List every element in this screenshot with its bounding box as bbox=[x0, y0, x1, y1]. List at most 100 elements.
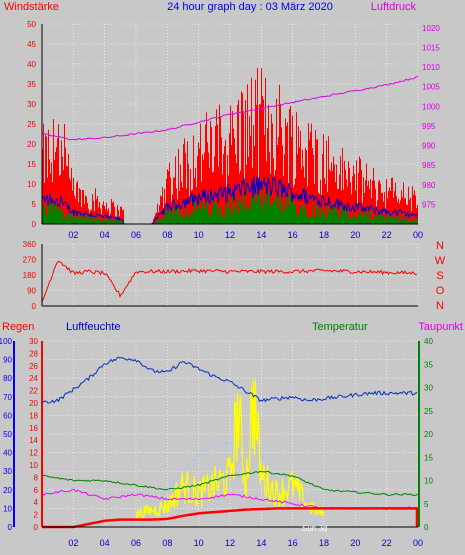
wind-pressure-panel: 0510152025303540455097598098599099510001… bbox=[27, 20, 440, 240]
pressure-tick-label: 990 bbox=[422, 142, 436, 151]
humidity-tick-label: 20 bbox=[3, 486, 12, 495]
pressure-tick-label: 1015 bbox=[422, 44, 440, 53]
temperature-tick-label: 10 bbox=[424, 477, 433, 486]
wind-tick-label: 50 bbox=[27, 20, 36, 29]
time-tick-label: 04 bbox=[100, 538, 110, 548]
pressure-tick-label: 1010 bbox=[422, 63, 440, 72]
time-tick-label: 20 bbox=[350, 538, 360, 548]
temperature-tick-label: 15 bbox=[424, 453, 433, 462]
time-tick-label: 22 bbox=[382, 538, 392, 548]
rain-tick-label: 18 bbox=[29, 411, 38, 420]
time-tick-label: 14 bbox=[256, 538, 266, 548]
direction-tick-label: 90 bbox=[27, 287, 36, 296]
compass-label: N bbox=[436, 240, 444, 252]
pressure-tick-label: 995 bbox=[422, 122, 436, 131]
direction-tick-label: 360 bbox=[23, 240, 37, 249]
humidity-tick-label: 80 bbox=[3, 374, 12, 383]
rain-tick-label: 20 bbox=[29, 399, 38, 408]
green-bars bbox=[42, 188, 418, 224]
humidity-tick-label: 0 bbox=[8, 523, 13, 532]
wind-tick-label: 25 bbox=[27, 120, 36, 129]
time-tick-label: 18 bbox=[319, 230, 329, 240]
temperature-tick-label: 5 bbox=[424, 500, 429, 509]
dewpoint-label: Taupunkt bbox=[418, 321, 463, 333]
rain-tick-label: 16 bbox=[29, 424, 38, 433]
time-tick-label: 02 bbox=[68, 538, 78, 548]
time-tick-label: 12 bbox=[225, 538, 235, 548]
rain-tick-label: 26 bbox=[29, 362, 38, 371]
header-left-label: Windstärke bbox=[4, 1, 59, 13]
time-tick-label: 10 bbox=[194, 538, 204, 548]
humidity-tick-label: 60 bbox=[3, 411, 12, 420]
rain-tick-label: 28 bbox=[29, 349, 38, 358]
rain-line bbox=[42, 507, 418, 529]
humidity-tick-label: 70 bbox=[3, 393, 12, 402]
direction-tick-label: 180 bbox=[23, 271, 37, 280]
temperature-tick-label: 40 bbox=[424, 337, 433, 346]
humidity-label: Luftfeuchte bbox=[66, 321, 120, 333]
pressure-tick-label: 1000 bbox=[422, 102, 440, 111]
wind-tick-label: 45 bbox=[27, 40, 36, 49]
sunrise-marker-label: Sun 3d bbox=[302, 524, 327, 533]
wind-tick-label: 35 bbox=[27, 80, 36, 89]
theoretical-solar-line bbox=[140, 442, 320, 528]
time-tick-label: 04 bbox=[100, 230, 110, 240]
humidity-tick-label: 100 bbox=[0, 337, 13, 346]
time-tick-label: 10 bbox=[194, 230, 204, 240]
rain-tick-label: 14 bbox=[29, 436, 38, 445]
pressure-line bbox=[41, 75, 419, 141]
temperature-tick-label: 30 bbox=[424, 384, 433, 393]
compass-label: O bbox=[436, 285, 445, 297]
time-tick-label: 18 bbox=[319, 538, 329, 548]
time-tick-label: 06 bbox=[131, 538, 141, 548]
compass-label: N bbox=[436, 300, 444, 312]
wind-tick-label: 15 bbox=[27, 160, 36, 169]
time-tick-label: 08 bbox=[162, 538, 172, 548]
direction-tick-label: 270 bbox=[23, 256, 37, 265]
rain-tick-label: 0 bbox=[34, 523, 39, 532]
time-tick-label: 08 bbox=[162, 230, 172, 240]
solar-line bbox=[135, 379, 324, 521]
direction-tick-label: 0 bbox=[32, 302, 37, 311]
time-tick-label: 00 bbox=[413, 538, 423, 548]
wind-tick-label: 10 bbox=[27, 180, 36, 189]
humidity-tick-label: 10 bbox=[3, 504, 12, 513]
rain-tick-label: 12 bbox=[29, 449, 38, 458]
rain-tick-label: 24 bbox=[29, 374, 38, 383]
wind-tick-label: 30 bbox=[27, 100, 36, 109]
average-wind-line bbox=[41, 175, 418, 225]
rain-tick-label: 4 bbox=[34, 498, 39, 507]
temperature-tick-label: 25 bbox=[424, 407, 433, 416]
time-tick-label: 00 bbox=[413, 230, 423, 240]
pressure-tick-label: 975 bbox=[422, 200, 436, 209]
pressure-tick-label: 980 bbox=[422, 181, 436, 190]
time-tick-label: 06 bbox=[131, 230, 141, 240]
time-tick-label: 02 bbox=[68, 230, 78, 240]
wind-tick-label: 40 bbox=[27, 60, 36, 69]
humidity-tick-label: 30 bbox=[3, 467, 12, 476]
pressure-tick-label: 1005 bbox=[422, 83, 440, 92]
rain-label: Regen bbox=[2, 321, 34, 333]
time-tick-label: 16 bbox=[288, 230, 298, 240]
wind-direction-line bbox=[41, 260, 418, 303]
wind-tick-label: 0 bbox=[32, 220, 37, 229]
temperature-tick-label: 20 bbox=[424, 430, 433, 439]
rain-tick-label: 10 bbox=[29, 461, 38, 470]
humidity-line bbox=[41, 356, 418, 405]
wind-tick-label: 20 bbox=[27, 140, 36, 149]
temperature-label: Temperatur bbox=[312, 321, 368, 333]
rain-tick-label: 2 bbox=[34, 511, 39, 520]
rain-tick-label: 30 bbox=[29, 337, 38, 346]
compass-label: S bbox=[436, 270, 443, 282]
rain-tick-label: 8 bbox=[34, 473, 39, 482]
time-tick-label: 14 bbox=[256, 230, 266, 240]
temperature-tick-label: 0 bbox=[424, 523, 429, 532]
humidity-tick-label: 90 bbox=[3, 356, 12, 365]
pressure-tick-label: 985 bbox=[422, 161, 436, 170]
rain-tick-label: 22 bbox=[29, 387, 38, 396]
header-right-label: Luftdruck bbox=[371, 1, 417, 13]
temperature-tick-label: 35 bbox=[424, 360, 433, 369]
rain-tick-label: 6 bbox=[34, 486, 39, 495]
temperature-line bbox=[41, 470, 419, 496]
